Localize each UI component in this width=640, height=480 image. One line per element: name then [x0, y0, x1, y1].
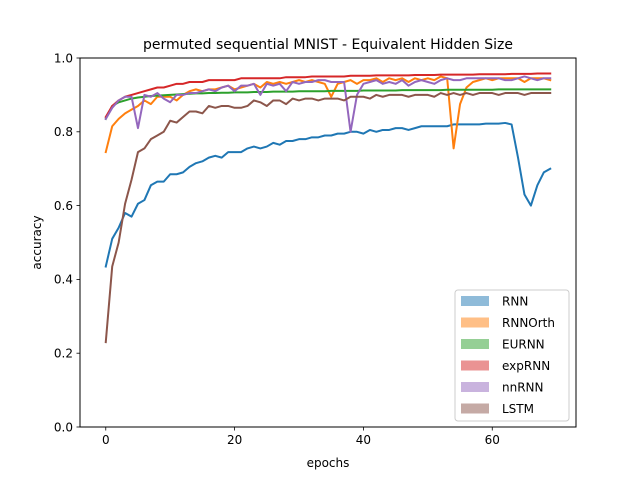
plot-frame: [79, 57, 577, 428]
x-tick-label: 20: [227, 433, 242, 447]
x-axis-label: epochs: [307, 456, 350, 470]
y-tick-label: 1.0: [54, 51, 73, 65]
x-tick-label: 60: [485, 433, 500, 447]
chart-title: permuted sequential MNIST - Equivalent H…: [143, 37, 513, 53]
x-tick-label: 0: [102, 433, 110, 447]
x-tick-label: 40: [356, 433, 371, 447]
y-tick-label: 0.8: [54, 125, 73, 139]
legend-swatch-rnn: [461, 296, 489, 306]
axes-layer: 0 20 40 60 0.0 0.2 0.4 0.6 0.8 1.0: [54, 51, 500, 447]
legend-swatch-exprnn: [461, 360, 489, 371]
series-line-rnn: [104, 121, 552, 268]
legend-swatch-rnnorth: [461, 317, 489, 328]
legend-swatch-eurnn: [461, 339, 489, 349]
legend-label-exprnn: expRNN: [502, 359, 550, 373]
legend: RNN RNNOrth EURNN expRNN nnRNN LSTM: [454, 289, 570, 422]
legend-label-lstm: LSTM: [502, 402, 534, 416]
y-axis-label: accuracy: [30, 215, 44, 269]
legend-label-rnn: RNN: [502, 295, 528, 309]
legend-label-eurnn: EURNN: [502, 338, 545, 352]
legend-label-nnrnn: nnRNN: [502, 381, 544, 395]
series-line-exprnn: [104, 72, 552, 119]
y-tick-label: 0.0: [54, 420, 73, 434]
series-line-lstm: [104, 92, 552, 344]
series-layer: [104, 72, 552, 344]
y-tick-label: 0.6: [54, 199, 73, 213]
y-tick-label: 0.4: [54, 273, 73, 287]
series-line-nnrnn: [104, 75, 552, 133]
legend-swatch-lstm: [461, 403, 489, 414]
legend-label-rnnorth: RNNOrth: [502, 316, 555, 330]
y-tick-label: 0.2: [54, 347, 73, 361]
legend-swatch-nnrnn: [461, 382, 489, 392]
